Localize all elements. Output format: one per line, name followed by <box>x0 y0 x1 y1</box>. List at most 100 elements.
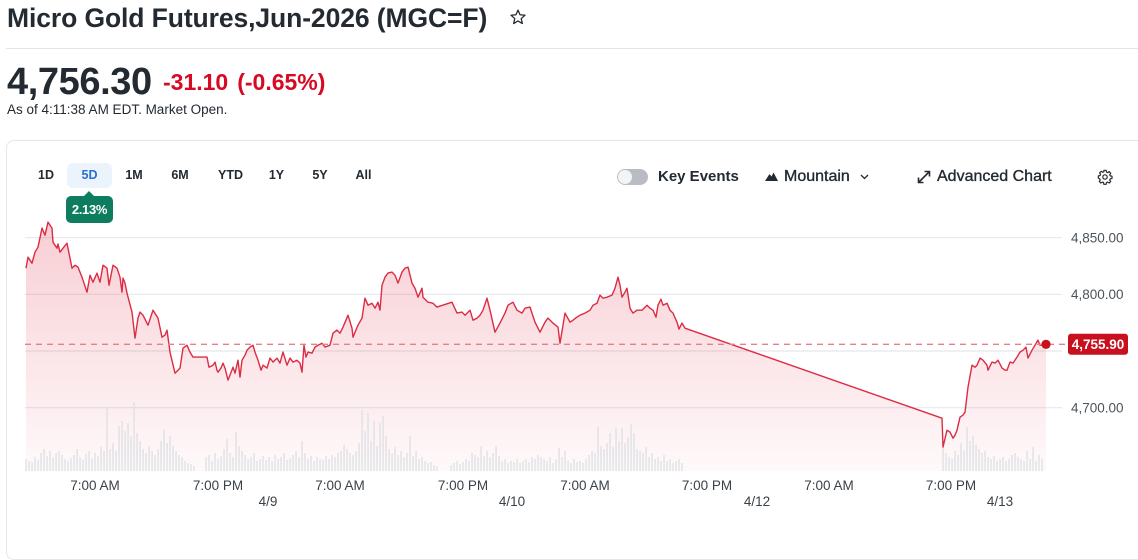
range-6m-button[interactable]: 6M <box>171 168 189 182</box>
volume-bar <box>292 455 294 471</box>
range-5y-button[interactable]: 5Y <box>312 168 328 182</box>
volume-bar <box>564 451 566 471</box>
x-axis-time-label: 7:00 PM <box>438 478 488 493</box>
range-1y-button[interactable]: 1Y <box>268 168 285 182</box>
volume-bar <box>394 447 396 471</box>
key-events-label[interactable]: Key Events <box>658 168 739 185</box>
volume-bar <box>570 463 572 471</box>
range-change-badge: 2.13% <box>66 196 113 223</box>
volume-bar <box>612 447 614 471</box>
volume-bar <box>424 461 426 471</box>
volume-bar <box>76 449 78 471</box>
advanced-chart-button[interactable]: Advanced Chart <box>937 168 1052 185</box>
volume-bar <box>373 421 375 471</box>
volume-bar <box>465 459 467 471</box>
volume-bar <box>274 455 276 471</box>
volume-bar <box>409 436 411 471</box>
mountain-icon-glyph <box>765 172 778 181</box>
volume-bar <box>379 423 381 471</box>
volume-bar <box>118 426 120 471</box>
volume-bar <box>1038 455 1040 471</box>
chart-type-dropdown[interactable]: Mountain <box>784 168 850 185</box>
volume-bar <box>250 457 252 471</box>
volume-bar <box>633 433 635 471</box>
volume-bar <box>954 451 956 471</box>
volume-bar <box>157 449 159 471</box>
volume-bar <box>957 455 959 471</box>
volume-bar <box>262 456 264 471</box>
volume-bar <box>1008 459 1010 471</box>
volume-bar <box>669 459 671 471</box>
volume-bar <box>241 451 243 471</box>
range-1d-button[interactable]: 1D <box>38 168 54 182</box>
volume-bar <box>307 459 309 471</box>
volume-bar <box>40 453 42 471</box>
range-5d-button[interactable]: 5D <box>67 163 112 188</box>
volume-bar <box>187 463 189 471</box>
star-outline-icon[interactable] <box>509 8 527 26</box>
volume-bar <box>453 463 455 471</box>
volume-bar <box>648 457 650 471</box>
volume-bar <box>340 451 342 471</box>
volume-bar <box>388 449 390 471</box>
volume-bar <box>1023 461 1025 471</box>
chart-price-line <box>25 221 1047 448</box>
volume-bar <box>1041 459 1043 471</box>
mountain-icon[interactable] <box>765 172 778 181</box>
volume-bar <box>190 464 192 471</box>
volume-bar <box>1011 455 1013 471</box>
volume-bar <box>382 416 384 471</box>
volume-bar <box>558 448 560 471</box>
volume-bar <box>412 456 414 471</box>
price-chart[interactable]: 4,755.90 4,850.00 4,800.00 4,700.00 7:00 A… <box>0 210 1138 510</box>
volume-bar <box>166 443 168 471</box>
quote-change-percent: (-0.65%) <box>237 69 326 95</box>
volume-bar <box>1014 453 1016 471</box>
y-axis-label: 4,800.00 <box>1071 287 1124 302</box>
area-fill <box>26 222 1046 471</box>
range-all-button[interactable]: All <box>355 168 372 182</box>
expand-icon-glyph <box>917 170 931 184</box>
volume-bar <box>660 461 662 471</box>
volume-bar <box>70 458 72 471</box>
x-axis-time-label: 7:00 AM <box>315 478 365 493</box>
volume-bar <box>555 459 557 471</box>
volume-bar <box>462 462 464 471</box>
gear-icon[interactable] <box>1097 169 1113 185</box>
volume-bar <box>52 457 54 471</box>
key-events-toggle[interactable] <box>617 169 648 185</box>
volume-bar <box>519 463 521 471</box>
y-axis-label: 4,700.00 <box>1071 401 1124 416</box>
volume-bar <box>579 461 581 471</box>
volume-bar <box>160 441 162 471</box>
range-1m-button[interactable]: 1M <box>125 168 143 182</box>
volume-bar <box>618 441 620 471</box>
volume-bar <box>109 449 111 471</box>
volume-bar <box>313 461 315 471</box>
chevron-down-icon[interactable] <box>860 174 869 180</box>
volume-bar <box>226 439 228 471</box>
volume-bar <box>963 451 965 471</box>
volume-bar <box>142 449 144 471</box>
volume-bar <box>552 463 554 471</box>
volume-bar <box>1035 461 1037 471</box>
volume-bar <box>567 461 569 471</box>
toggle-knob <box>618 170 632 184</box>
volume-bar <box>337 453 339 471</box>
expand-icon[interactable] <box>917 170 931 184</box>
volume-bar <box>139 441 141 471</box>
volume-bar <box>436 466 438 471</box>
x-axis-time-label: 7:00 PM <box>926 478 976 493</box>
volume-bar <box>298 457 300 471</box>
current-price-label: 4,755.90 <box>1072 337 1125 352</box>
volume-bar <box>400 451 402 471</box>
volume-bar <box>79 457 81 471</box>
volume-bar <box>124 431 126 471</box>
range-ytd-button[interactable]: YTD <box>218 168 243 182</box>
volume-bar <box>34 457 36 471</box>
volume-bar <box>310 456 312 471</box>
x-axis-time-label: 7:00 AM <box>804 478 854 493</box>
volume-bar <box>427 463 429 471</box>
volume-bar <box>184 461 186 471</box>
volume-bar <box>97 456 99 471</box>
